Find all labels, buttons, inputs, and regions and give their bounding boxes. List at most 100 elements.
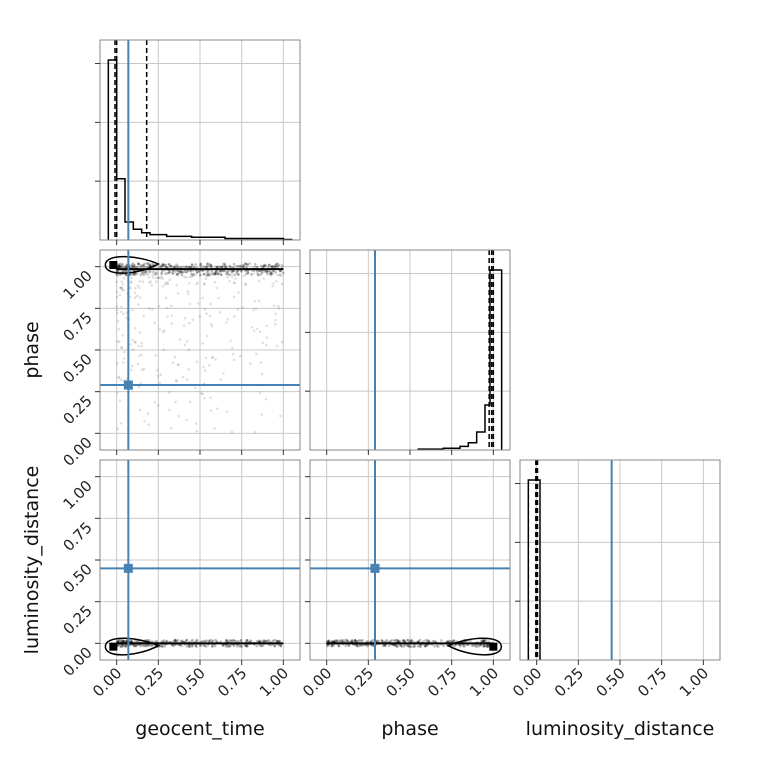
panel-luminosity-distance-vs-geocent-time-truth-marker [123, 563, 133, 573]
panel-phase-vs-geocent-time-sample-point [252, 329, 256, 333]
panel-phase-vs-geocent-time-sample-point [281, 271, 285, 275]
panel-phase-vs-geocent-time-sample-point [211, 355, 214, 359]
panel-phase-vs-geocent-time-sample-point [185, 265, 188, 268]
panel-phase-vs-geocent-time-sample-point [259, 361, 263, 364]
panel-phase-vs-geocent-time-sample-point [244, 262, 247, 266]
panel-luminosity-distance-vs-phase-sample-point [396, 645, 399, 648]
panel-luminosity-distance-vs-phase-sample-point [353, 638, 357, 642]
panel-luminosity-distance-vs-geocent-time-sample-point [215, 640, 219, 643]
panel-phase-vs-geocent-time-sample-point [271, 265, 274, 269]
panel-phase-vs-geocent-time-sample-point [241, 266, 245, 269]
panel-luminosity-distance-vs-phase-sample-point [410, 638, 413, 642]
panel-phase-vs-geocent-time-sample-point [176, 272, 180, 276]
panel-phase-vs-geocent-time-sample-point [218, 269, 222, 273]
panel-luminosity-distance-vs-geocent-time-sample-point [173, 639, 177, 643]
panel-luminosity-distance-vs-geocent-time-sample-point [163, 645, 166, 648]
panel-phase-vs-geocent-time-sample-point [225, 270, 229, 274]
panel-phase-vs-geocent-time-sample-point [116, 311, 119, 315]
panel-luminosity-distance-vs-geocent-time-sample-point [190, 644, 194, 647]
panel-luminosity-distance-vs-phase-sample-point [482, 639, 486, 642]
panel-luminosity-distance-vs-phase-sample-point [451, 639, 454, 643]
panel-phase-vs-geocent-time-sample-point [151, 262, 154, 266]
panel-phase-vs-geocent-time-sample-point [183, 265, 186, 269]
panel-luminosity-distance-vs-phase-sample-point [480, 639, 484, 643]
panel-phase-vs-geocent-time-sample-point [175, 379, 178, 383]
panel-phase-vs-geocent-time-sample-point [265, 269, 269, 273]
panel-phase-vs-geocent-time-sample-point [116, 427, 120, 431]
panel-luminosity-distance-vs-phase-sample-point [427, 639, 431, 643]
panel-phase-vs-geocent-time-sample-point [117, 262, 120, 266]
panel-luminosity-distance-vs-geocent-time-sample-point [185, 638, 189, 642]
panel-luminosity-distance-vs-geocent-time-sample-point [226, 639, 229, 643]
panel-luminosity-distance-vs-geocent-time-sample-point [139, 644, 143, 648]
panel-phase-vs-geocent-time-sample-point [166, 315, 169, 318]
hist-luminosity-distance-xtick-label-1: 0.25 [551, 664, 587, 700]
panel-luminosity-distance-vs-phase-sample-point [350, 638, 354, 642]
panel-phase-vs-geocent-time-sample-point [254, 265, 257, 268]
panel-luminosity-distance-vs-phase-sample-point [325, 644, 329, 648]
panel-phase-vs-geocent-time-sample-point [194, 422, 198, 425]
panel-phase-vs-geocent-time-sample-point [136, 265, 139, 269]
panel-phase-vs-geocent-time-sample-point [203, 308, 207, 311]
panel-luminosity-distance-vs-geocent-time-sample-point [185, 638, 188, 642]
panel-phase-vs-geocent-time-sample-point [250, 273, 253, 276]
panel-luminosity-distance-vs-phase-sample-point [341, 638, 344, 642]
panel-phase-vs-geocent-time-mode-marker [109, 261, 118, 269]
panel-luminosity-distance-vs-geocent-time-ytick-label-3: 0.75 [59, 518, 95, 554]
panel-phase-vs-geocent-time-sample-point [260, 413, 264, 416]
panel-phase-vs-geocent-time-sample-point [161, 284, 165, 288]
panel-phase-vs-geocent-time-sample-point [160, 265, 164, 268]
panel-phase-vs-geocent-time-sample-point [118, 264, 121, 268]
panel-phase-vs-geocent-time-sample-point [265, 343, 268, 347]
panel-phase-vs-geocent-time-sample-point [180, 273, 184, 277]
panel-luminosity-distance-vs-geocent-time-sample-point [118, 644, 121, 647]
panel-phase-vs-geocent-time-sample-point [152, 270, 155, 274]
panel-luminosity-distance-vs-geocent-time-sample-point [238, 644, 242, 648]
panel-luminosity-distance-vs-geocent-time-sample-point [120, 638, 123, 642]
panel-phase-vs-geocent-time-sample-point [229, 339, 232, 343]
panel-phase-vs-geocent-time-sample-point [181, 271, 184, 274]
panel-luminosity-distance-vs-geocent-time-sample-point [276, 640, 280, 643]
panel-luminosity-distance-vs-phase-sample-point [423, 644, 427, 648]
panel-luminosity-distance-vs-phase-sample-point [425, 644, 428, 648]
panel-luminosity-distance-vs-phase-sample-point [458, 644, 462, 648]
panel-phase-vs-geocent-time-sample-point [273, 264, 276, 268]
panel-phase-vs-geocent-time-sample-point [187, 368, 190, 371]
panel-luminosity-distance-vs-geocent-time-sample-point [210, 645, 214, 648]
panel-phase-vs-geocent-time-sample-point [122, 361, 125, 364]
panel-phase-vs-geocent-time-sample-point [130, 276, 134, 280]
panel-phase-vs-geocent-time-sample-point [220, 265, 223, 268]
panel-phase-vs-geocent-time-sample-point [160, 275, 163, 278]
panel-phase-vs-geocent-time-sample-point [225, 321, 228, 324]
panel-phase-vs-geocent-time-sample-point [129, 287, 132, 290]
panel-phase-vs-geocent-time-sample-point [182, 324, 186, 327]
panel-phase-vs-geocent-time-sample-point [139, 273, 143, 277]
panel-phase-vs-geocent-time-sample-point [120, 305, 123, 309]
panel-luminosity-distance-vs-geocent-time-sample-point [147, 639, 151, 642]
panel-luminosity-distance-vs-geocent-time-sample-point [194, 643, 198, 647]
panel-phase-vs-geocent-time-sample-point [218, 265, 222, 269]
panel-luminosity-distance-vs-geocent-time-sample-point [274, 639, 278, 642]
panel-phase-vs-geocent-time-sample-point [195, 282, 198, 286]
panel-luminosity-distance-vs-phase-sample-point [442, 644, 446, 648]
panel-phase-vs-geocent-time-sample-point [124, 265, 128, 269]
panel-luminosity-distance-vs-phase-sample-point [350, 639, 354, 643]
panel-phase-vs-geocent-time-sample-point [187, 265, 190, 269]
panel-luminosity-distance-vs-phase-sample-point [337, 644, 341, 648]
panel-luminosity-distance-vs-phase-sample-point [370, 640, 373, 643]
panel-phase-vs-geocent-time-sample-point [120, 289, 124, 292]
panel-phase-vs-geocent-time-sample-point [133, 287, 137, 290]
panel-phase-vs-geocent-time-sample-point [118, 376, 121, 380]
panel-luminosity-distance-vs-geocent-time-sample-point [117, 639, 121, 643]
panel-phase-vs-geocent-time-sample-point [161, 263, 165, 266]
panel-luminosity-distance-vs-geocent-time-sample-point [249, 639, 253, 642]
panel-luminosity-distance-vs-phase-sample-point [416, 644, 420, 648]
panel-phase-vs-geocent-time-sample-point [272, 282, 275, 285]
panel-phase-vs-geocent-time-sample-point [206, 262, 210, 265]
panel-phase-vs-geocent-time-sample-point [246, 263, 249, 266]
panel-luminosity-distance-vs-geocent-time-sample-point [211, 639, 215, 643]
panel-luminosity-distance-vs-geocent-time-sample-point [178, 643, 181, 647]
panel-phase-vs-geocent-time-sample-point [118, 264, 121, 268]
panel-phase-vs-geocent-time-sample-point [259, 269, 262, 273]
panel-phase-vs-geocent-time-sample-point [117, 265, 121, 268]
